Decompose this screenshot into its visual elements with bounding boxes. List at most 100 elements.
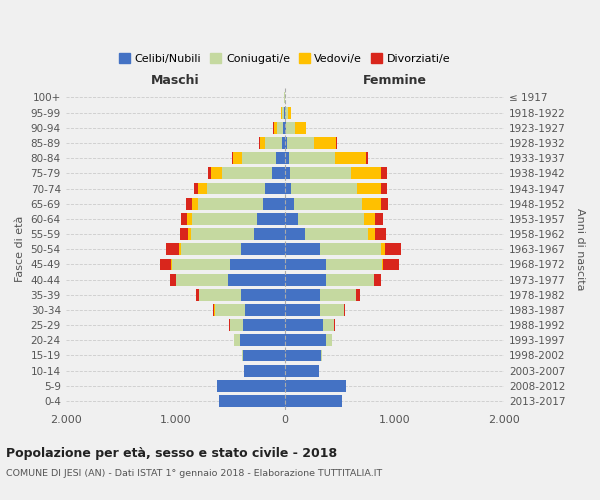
Bar [199, 289, 241, 300]
Bar [285, 198, 293, 209]
Y-axis label: Anni di nascita: Anni di nascita [575, 208, 585, 290]
Bar [176, 274, 228, 285]
Bar [215, 304, 245, 316]
Bar [289, 152, 335, 164]
Bar [211, 168, 223, 179]
Bar [194, 182, 198, 194]
Bar [281, 137, 285, 149]
Bar [285, 244, 320, 255]
Bar [188, 228, 191, 240]
Bar [285, 380, 346, 392]
Bar [259, 137, 260, 149]
Bar [187, 213, 191, 225]
Bar [285, 152, 289, 164]
Bar [223, 168, 272, 179]
Bar [362, 198, 381, 209]
Bar [357, 182, 381, 194]
Bar [298, 213, 364, 225]
Bar [254, 228, 285, 240]
Bar [208, 168, 211, 179]
Bar [344, 304, 345, 316]
Bar [335, 152, 366, 164]
Bar [265, 137, 281, 149]
Bar [196, 289, 199, 300]
Bar [257, 213, 285, 225]
Bar [260, 137, 265, 149]
Bar [241, 289, 285, 300]
Bar [382, 258, 383, 270]
Bar [383, 258, 399, 270]
Bar [295, 122, 305, 134]
Bar [285, 182, 292, 194]
Bar [232, 152, 233, 164]
Bar [241, 244, 285, 255]
Bar [198, 198, 263, 209]
Bar [179, 244, 181, 255]
Bar [230, 258, 285, 270]
Bar [233, 152, 242, 164]
Bar [285, 213, 298, 225]
Bar [285, 137, 287, 149]
Bar [350, 168, 381, 179]
Bar [274, 122, 277, 134]
Text: COMUNE DI JESI (AN) - Dati ISTAT 1° gennaio 2018 - Elaborazione TUTTITALIA.IT: COMUNE DI JESI (AN) - Dati ISTAT 1° genn… [6, 469, 382, 478]
Bar [240, 334, 285, 346]
Bar [285, 365, 319, 376]
Bar [323, 319, 334, 331]
Bar [265, 182, 285, 194]
Bar [292, 182, 357, 194]
Bar [326, 258, 382, 270]
Bar [191, 228, 254, 240]
Bar [374, 228, 386, 240]
Bar [230, 319, 243, 331]
Bar [186, 198, 191, 209]
Bar [285, 334, 326, 346]
Bar [235, 334, 240, 346]
Bar [320, 304, 344, 316]
Bar [217, 380, 285, 392]
Bar [171, 258, 172, 270]
Bar [286, 106, 287, 118]
Bar [283, 122, 285, 134]
Bar [242, 350, 243, 362]
Bar [320, 289, 356, 300]
Bar [243, 350, 285, 362]
Bar [219, 395, 285, 407]
Bar [381, 244, 385, 255]
Bar [285, 304, 320, 316]
Bar [381, 182, 387, 194]
Bar [181, 244, 241, 255]
Bar [293, 198, 362, 209]
Bar [285, 289, 320, 300]
Bar [263, 198, 285, 209]
Bar [285, 395, 342, 407]
Text: Maschi: Maschi [151, 74, 200, 87]
Bar [286, 122, 295, 134]
Bar [314, 137, 337, 149]
Bar [287, 106, 291, 118]
Bar [326, 274, 374, 285]
Legend: Celibi/Nubili, Coniugati/e, Vedovi/e, Divorziati/e: Celibi/Nubili, Coniugati/e, Vedovi/e, Di… [115, 49, 455, 68]
Bar [181, 213, 187, 225]
Bar [276, 152, 285, 164]
Bar [285, 258, 326, 270]
Bar [170, 274, 176, 285]
Bar [374, 213, 383, 225]
Bar [277, 122, 283, 134]
Bar [326, 334, 332, 346]
Bar [213, 304, 214, 316]
Bar [284, 106, 285, 118]
Bar [172, 258, 230, 270]
Bar [166, 244, 179, 255]
Bar [285, 350, 321, 362]
Bar [290, 168, 350, 179]
Bar [228, 274, 285, 285]
Bar [207, 182, 265, 194]
Bar [320, 244, 381, 255]
Y-axis label: Fasce di età: Fasce di età [15, 216, 25, 282]
Bar [281, 106, 282, 118]
Bar [305, 228, 368, 240]
Bar [243, 319, 285, 331]
Bar [285, 168, 290, 179]
Bar [282, 106, 284, 118]
